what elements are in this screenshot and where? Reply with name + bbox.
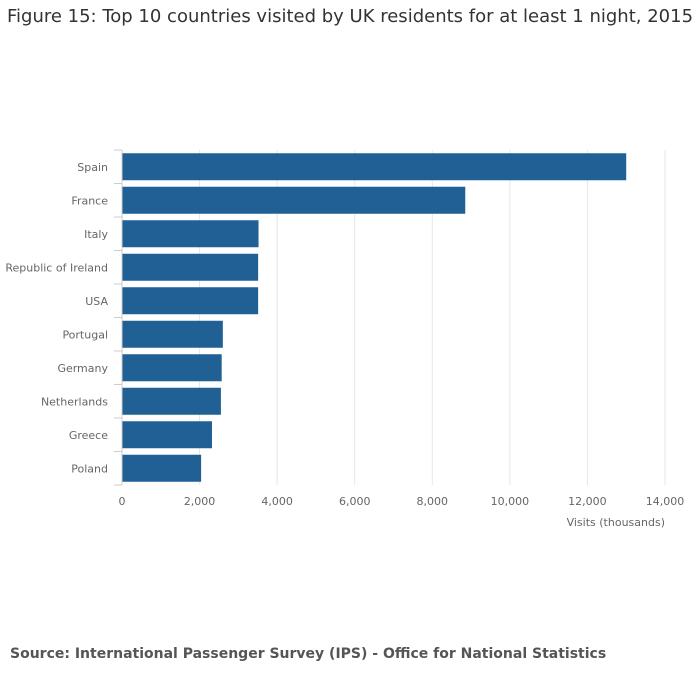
y-category-label: Germany (57, 362, 108, 375)
x-tick-label: 12,000 (568, 495, 607, 508)
x-tick-label: 14,000 (646, 495, 685, 508)
bar (122, 387, 221, 415)
bar (122, 287, 259, 315)
x-tick-label: 4,000 (261, 495, 293, 508)
axes (114, 149, 123, 486)
bar (122, 320, 223, 348)
bar (122, 153, 627, 181)
x-tick-label: 0 (119, 495, 126, 508)
y-category-label: Netherlands (41, 395, 108, 408)
y-category-label: USA (85, 295, 108, 308)
bar (122, 454, 202, 482)
x-tick-label: 6,000 (339, 495, 371, 508)
y-category-label: France (71, 194, 108, 207)
labels: 0 2,000 4,000 6,000 8,000 10,000 12,000 14,000 S… (5, 161, 684, 529)
bar (122, 220, 259, 248)
y-category-label: Portugal (62, 328, 108, 341)
y-category-label: Poland (71, 462, 108, 475)
bar (122, 253, 259, 281)
x-tick-label: 10,000 (491, 495, 530, 508)
chart-title: Figure 15: Top 10 countries visited by U… (6, 6, 694, 27)
source-note: Source: International Passenger Survey (… (10, 646, 607, 662)
y-category-label: Republic of Ireland (5, 261, 108, 274)
y-category-label: Greece (69, 429, 108, 442)
y-category-label: Spain (77, 161, 108, 174)
bar (122, 354, 222, 382)
bar (122, 186, 466, 214)
x-tick-label: 2,000 (184, 495, 216, 508)
x-tick-label: 8,000 (417, 495, 449, 508)
bar (122, 421, 212, 449)
y-category-label: Italy (84, 228, 108, 241)
x-axis-title: Visits (thousands) (567, 516, 665, 529)
bars (122, 153, 627, 482)
